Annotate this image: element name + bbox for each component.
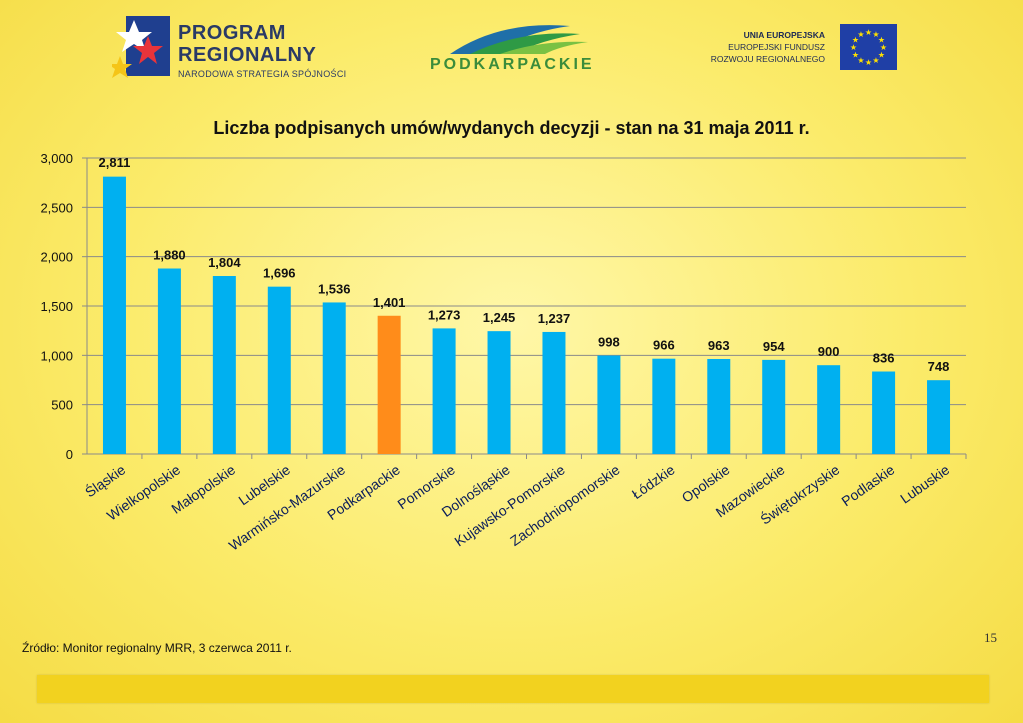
data-label: 954 (763, 339, 785, 354)
eu-star: ★ (880, 43, 887, 52)
bar (927, 380, 951, 454)
eu-star: ★ (878, 51, 885, 60)
logo-line-2: REGIONALNY (178, 44, 317, 66)
data-label: 1,804 (208, 255, 241, 270)
eu-line-1: UNIA EUROPEJSKA (743, 30, 825, 40)
eu-star: ★ (872, 30, 879, 39)
bar (487, 331, 511, 454)
eu-star: ★ (857, 56, 864, 65)
page-number: 15 (984, 630, 997, 645)
bar (652, 358, 676, 454)
eu-star: ★ (850, 43, 857, 52)
data-label: 748 (928, 359, 950, 374)
eu-star: ★ (852, 36, 859, 45)
data-label: 2,811 (99, 155, 131, 170)
bar (322, 302, 346, 454)
y-tick-label: 3,000 (40, 151, 73, 166)
eu-star: ★ (852, 51, 859, 60)
bar (432, 328, 456, 454)
eu-star: ★ (872, 56, 879, 65)
data-label: 1,273 (428, 307, 461, 322)
y-tick-label: 1,000 (40, 348, 73, 363)
logo-line-3: NARODOWA STRATEGIA SPÓJNOŚCI (178, 69, 347, 79)
pr-logo-icon (112, 16, 170, 78)
bar (377, 315, 401, 454)
y-tick-label: 2,500 (40, 200, 73, 215)
logo-line-1: PROGRAM (178, 22, 286, 44)
eu-flag-icon: ★ ★ ★ ★ ★ ★ ★ ★ ★ ★ ★ ★ (840, 24, 897, 70)
bar (597, 355, 621, 454)
chart-title: Liczba podpisanych umów/wydanych decyzji… (213, 118, 810, 138)
y-tick-label: 2,000 (40, 250, 73, 265)
x-tick-label: Śląskie (81, 460, 128, 500)
eu-star: ★ (878, 36, 885, 45)
bar (872, 371, 896, 454)
x-tick-label: Podlaskie (838, 461, 897, 509)
eu-star: ★ (865, 28, 872, 37)
bar (157, 268, 181, 454)
y-tick-label: 1,500 (40, 299, 73, 314)
data-label: 1,245 (483, 310, 516, 325)
eu-line-2: EUROPEJSKI FUNDUSZ (728, 42, 825, 52)
x-tick-label: Łódzkie (629, 461, 678, 502)
mountains-icon (450, 25, 588, 54)
bar (267, 286, 291, 454)
data-label: 966 (653, 338, 675, 353)
data-label: 998 (598, 335, 620, 350)
eu-logo: UNIA EUROPEJSKA EUROPEJSKI FUNDUSZ ROZWO… (690, 22, 905, 78)
bar (817, 365, 841, 454)
data-label: 1,880 (153, 248, 186, 263)
eu-star: ★ (857, 30, 864, 39)
eu-star: ★ (865, 58, 872, 67)
bottom-bar (37, 675, 989, 703)
data-label: 900 (818, 344, 840, 359)
data-label: 836 (873, 351, 895, 366)
data-label: 1,696 (263, 266, 296, 281)
source-note: Źródło: Monitor regionalny MRR, 3 czerwc… (22, 641, 292, 655)
podkarpackie-logo: PODKARPACKIE (430, 16, 595, 78)
bar (102, 176, 126, 454)
podkarpackie-text: PODKARPACKIE (430, 56, 595, 73)
eu-line-3: ROZWOJU REGIONALNEGO (710, 54, 825, 64)
x-tick-label: Lubuskie (897, 461, 952, 506)
bar (542, 331, 566, 454)
data-label: 1,401 (373, 295, 406, 310)
data-label: 963 (708, 338, 730, 353)
program-regionalny-logo: PROGRAM REGIONALNY NARODOWA STRATEGIA SP… (112, 12, 352, 86)
data-label: 1,237 (538, 311, 571, 326)
bar (762, 359, 786, 454)
data-label: 1,536 (318, 281, 351, 296)
bar (212, 276, 236, 454)
y-tick-label: 500 (51, 398, 73, 413)
bar (707, 358, 731, 454)
y-tick-label: 0 (66, 447, 73, 462)
